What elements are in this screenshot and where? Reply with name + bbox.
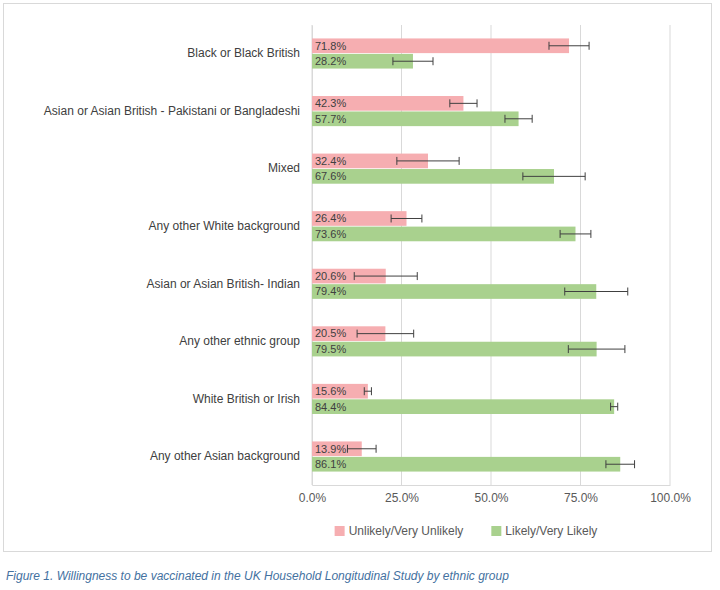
legend-item: Unlikely/Very Unlikely [335, 524, 464, 538]
legend-label: Unlikely/Very Unlikely [349, 524, 464, 538]
y-tick: White British or Irish [193, 392, 312, 406]
grid-line [580, 25, 581, 485]
data-label: 79.4% [315, 285, 346, 297]
x-tick-label: 50.0% [474, 491, 508, 505]
y-tick: Asian or Asian British- Indian [147, 277, 312, 291]
error-bar [560, 230, 591, 238]
y-axis-line [312, 26, 313, 486]
y-tick-label: Any other Asian background [150, 449, 300, 463]
y-tick-label: White British or Irish [193, 392, 300, 406]
error-bar [568, 345, 625, 353]
legend-swatch [491, 526, 501, 536]
bar [312, 342, 597, 357]
x-tick: 75.0% [564, 485, 598, 505]
bar [312, 457, 620, 472]
bar [312, 227, 575, 242]
chart-frame [4, 4, 712, 552]
grid [312, 25, 670, 485]
error-bar [347, 445, 376, 453]
error-bar [549, 42, 589, 50]
caption: Figure 1. Willingness to be vaccinated i… [6, 569, 509, 583]
data-label: 26.4% [315, 212, 346, 224]
bar [312, 284, 596, 299]
bar [312, 399, 614, 414]
x-tick: 0.0% [299, 485, 327, 505]
y-tick: Mixed [268, 161, 312, 175]
data-label: 13.9% [315, 443, 346, 455]
data-labels: 71.8% 42.3% 32.4% 26.4% 20.6% 20.5% 15.6% 13.9%… [315, 40, 346, 470]
chart: 0.0% 25.0% 50.0% 75.0% 100.0% Black or Black … [0, 0, 720, 590]
error-bar [611, 403, 618, 411]
y-tick-label: Asian or Asian British - Pakistani or Ba… [44, 104, 300, 118]
y-tick: Any other ethnic group [179, 334, 312, 348]
x-tick-label: 75.0% [564, 491, 598, 505]
legend-swatch [335, 526, 345, 536]
bar [312, 384, 368, 399]
bar [312, 38, 569, 53]
data-label: 32.4% [315, 155, 346, 167]
error-bar [364, 387, 371, 395]
x-tick-label: 25.0% [385, 491, 419, 505]
plot-area [312, 38, 635, 471]
error-bar [391, 214, 422, 222]
data-label: 28.2% [315, 55, 346, 67]
error-bar [565, 288, 628, 296]
error-bar [523, 172, 585, 180]
data-label: 84.4% [315, 401, 346, 413]
data-label: 67.6% [315, 170, 346, 182]
grid-line [491, 25, 492, 485]
data-label: 86.1% [315, 458, 346, 470]
data-label: 15.6% [315, 385, 346, 397]
y-tick-label: Mixed [268, 161, 300, 175]
x-tick-label: 100.0% [650, 491, 691, 505]
data-label: 79.5% [315, 343, 346, 355]
y-tick-label: Black or Black British [187, 46, 300, 60]
grid-line [401, 25, 402, 485]
y-tick: Asian or Asian British - Pakistani or Ba… [44, 104, 312, 118]
grid-line [312, 25, 313, 485]
y-tick-label: Any other White background [149, 219, 300, 233]
data-label: 71.8% [315, 40, 346, 52]
bar [312, 96, 463, 111]
y-tick: Any other Asian background [150, 449, 312, 463]
error-bar [450, 99, 477, 107]
data-label: 57.7% [315, 113, 346, 125]
y-tick: Any other White background [149, 219, 312, 233]
error-bar [505, 115, 532, 123]
data-label: 42.3% [315, 97, 346, 109]
x-tick: 100.0% [650, 485, 691, 505]
data-label: 20.6% [315, 270, 346, 282]
legend: Unlikely/Very Unlikely Likely/Very Likely [335, 524, 598, 538]
x-tick-label: 0.0% [299, 491, 327, 505]
y-axis: Black or Black British Asian or Asian Bri… [44, 26, 313, 486]
y-tick-label: Asian or Asian British- Indian [147, 277, 300, 291]
data-label: 20.5% [315, 327, 346, 339]
x-tick: 50.0% [474, 485, 508, 505]
x-axis: 0.0% 25.0% 50.0% 75.0% 100.0% [299, 485, 691, 505]
bar [312, 111, 519, 126]
error-bar [397, 157, 459, 165]
error-bar [357, 330, 414, 338]
bar [312, 169, 554, 184]
data-label: 73.6% [315, 228, 346, 240]
error-bar [393, 57, 433, 65]
error-bar [606, 460, 635, 468]
legend-label: Likely/Very Likely [505, 524, 597, 538]
x-axis-line [313, 485, 671, 486]
grid-line [670, 25, 671, 485]
x-tick: 25.0% [385, 485, 419, 505]
y-tick: Black or Black British [187, 46, 312, 60]
error-bar [354, 272, 417, 280]
y-tick-label: Any other ethnic group [179, 334, 300, 348]
legend-item: Likely/Very Likely [491, 524, 597, 538]
